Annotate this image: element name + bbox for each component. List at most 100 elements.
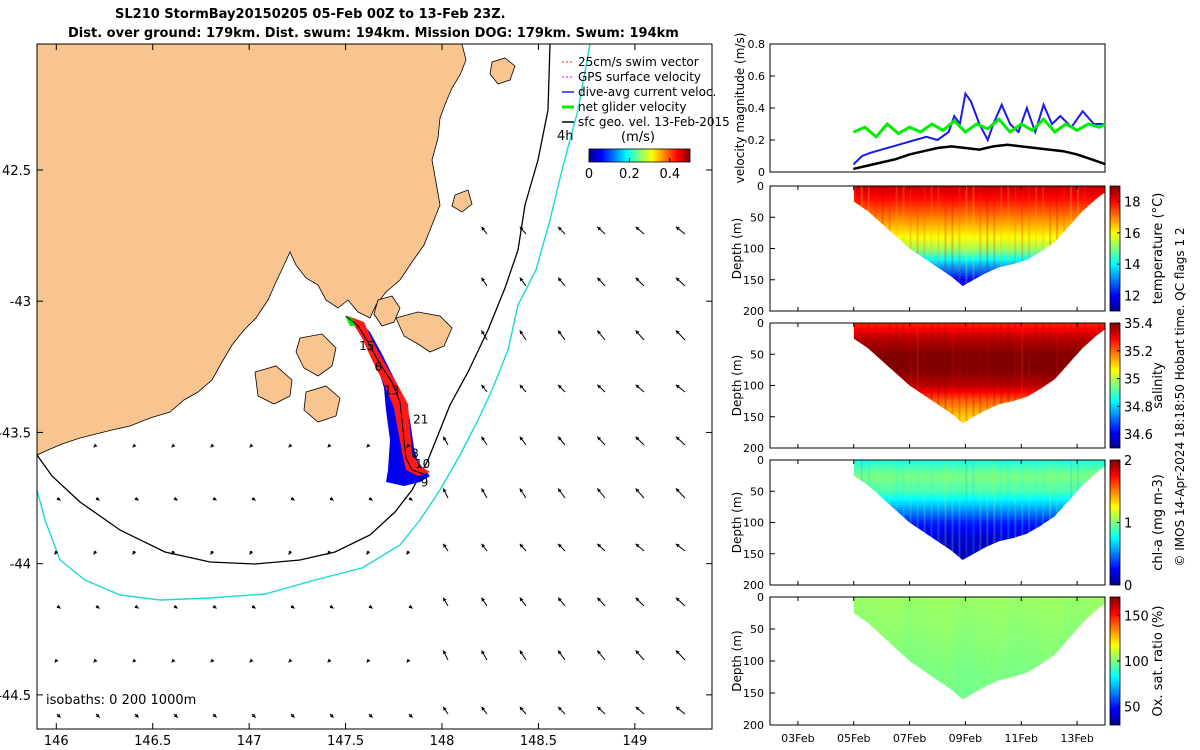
section-texture [1000, 323, 1003, 423]
section-band [853, 480, 1105, 484]
colorbar-tick-label: 12 [1124, 289, 1141, 304]
section-band [853, 540, 1105, 544]
section-texture [902, 186, 905, 286]
section-texture [930, 460, 933, 560]
section-y-tick-label: 200 [743, 442, 764, 455]
section-texture [993, 597, 996, 700]
colorbar-tick-label: 14 [1124, 258, 1141, 273]
velocity-arrow-head [519, 488, 524, 493]
section-band [853, 678, 1105, 683]
velocity-panel: 0 0.2 0.4 0.6 0.8 velocity magnitude (m/s) [733, 33, 1106, 183]
section-band [853, 622, 1105, 626]
section-texture [1035, 323, 1038, 423]
section-y-tick-label: 50 [750, 211, 764, 224]
section-y-tick-label: 200 [743, 719, 764, 732]
island [395, 311, 453, 353]
velocity-point [964, 147, 967, 149]
velocity-y-tick-label: 0 [758, 166, 765, 179]
section-band [853, 681, 1105, 685]
velocity-arrow-head [210, 550, 215, 555]
section-texture [972, 597, 975, 700]
section-texture [1000, 186, 1003, 286]
section-y-tick-label: 150 [743, 548, 764, 561]
section-data [853, 460, 1105, 560]
section-band [853, 198, 1105, 202]
velocity-point [1104, 123, 1106, 125]
section-texture [944, 323, 947, 423]
velocity-arrow-head [366, 443, 371, 448]
section-band [853, 211, 1105, 215]
velocity-arrow-head [675, 330, 680, 335]
isobath-200m [37, 44, 551, 565]
section-texture [1014, 460, 1017, 560]
velocity-arrow-head [481, 277, 486, 282]
section-band [853, 525, 1105, 529]
section-band [853, 522, 1105, 526]
velocity-point [970, 100, 972, 103]
velocity-arrow-head [635, 597, 640, 602]
section-band [853, 236, 1105, 240]
colorbar-label: chl-a (mg m-3) [1151, 474, 1166, 571]
section-texture [986, 323, 989, 423]
velocity-point [942, 129, 944, 132]
section-ylabel: Depth (m) [730, 218, 744, 279]
section-texture [937, 323, 940, 423]
section-band [853, 373, 1105, 377]
velocity-y-tick-label: 0.4 [748, 102, 766, 115]
section-band [853, 530, 1105, 534]
section-band [853, 671, 1105, 675]
section-band [853, 268, 1105, 272]
section-x-tick-label: 09Feb [949, 732, 982, 745]
map-x-tick-label: 146.5 [134, 734, 171, 749]
isobaths-label: isobaths: 0 200 1000m [46, 693, 196, 708]
velocity-arrow-head [519, 436, 524, 441]
section-band [853, 343, 1105, 347]
island [295, 333, 337, 377]
section-texture [958, 186, 961, 286]
section-band [853, 395, 1105, 399]
figure-title-line2: Dist. over ground: 179km. Dist. swum: 19… [68, 26, 679, 41]
velocity-arrow-head [635, 436, 640, 441]
section-y-tick-label: 200 [743, 305, 764, 318]
velocity-arrow-head [368, 713, 373, 718]
velocity-arrow-head [558, 384, 562, 389]
section-band [853, 365, 1105, 369]
colorbar-label: Ox. sat. ratio (%) [1151, 606, 1166, 717]
section-band [853, 640, 1105, 644]
velocity-point [903, 142, 905, 144]
velocity-arrow-head [558, 436, 562, 441]
section-texture [895, 323, 898, 423]
velocity-point [1006, 144, 1009, 146]
velocity-arrow-head [132, 658, 137, 663]
section-band [853, 241, 1105, 245]
section-band [853, 248, 1105, 252]
velocity-arrow-head [597, 436, 602, 441]
velocity-point [978, 148, 981, 151]
section-band [853, 390, 1105, 394]
section-band [853, 221, 1105, 225]
section-band [853, 617, 1105, 621]
speed-colorbar-ticks: 0 0.2 0.4 [585, 158, 680, 182]
velocity-arrow-head [675, 488, 680, 493]
section-y-tick-label: 100 [743, 380, 764, 393]
section-texture [1000, 597, 1003, 700]
velocity-point [953, 115, 956, 117]
velocity-arrow-head [327, 550, 332, 555]
section-y-tick-label: 50 [750, 348, 764, 361]
section-texture [930, 597, 933, 700]
section-x-tick-label: 05Feb [837, 732, 870, 745]
velocity-point [998, 118, 1000, 120]
velocity-point [986, 139, 989, 141]
section-texture [923, 186, 926, 286]
section-texture [951, 460, 954, 560]
section-band [853, 602, 1105, 606]
velocity-point [975, 123, 978, 125]
velocity-arrow-head [406, 658, 411, 663]
section-y-tick-label: 150 [743, 687, 764, 700]
velocity-arrow-head [519, 330, 524, 335]
section-band [853, 625, 1105, 629]
velocity-y-axis: 0 0.2 0.4 0.6 0.8 [748, 38, 775, 179]
section-band [853, 231, 1105, 235]
section-band [853, 465, 1105, 469]
section-texture [902, 597, 905, 700]
